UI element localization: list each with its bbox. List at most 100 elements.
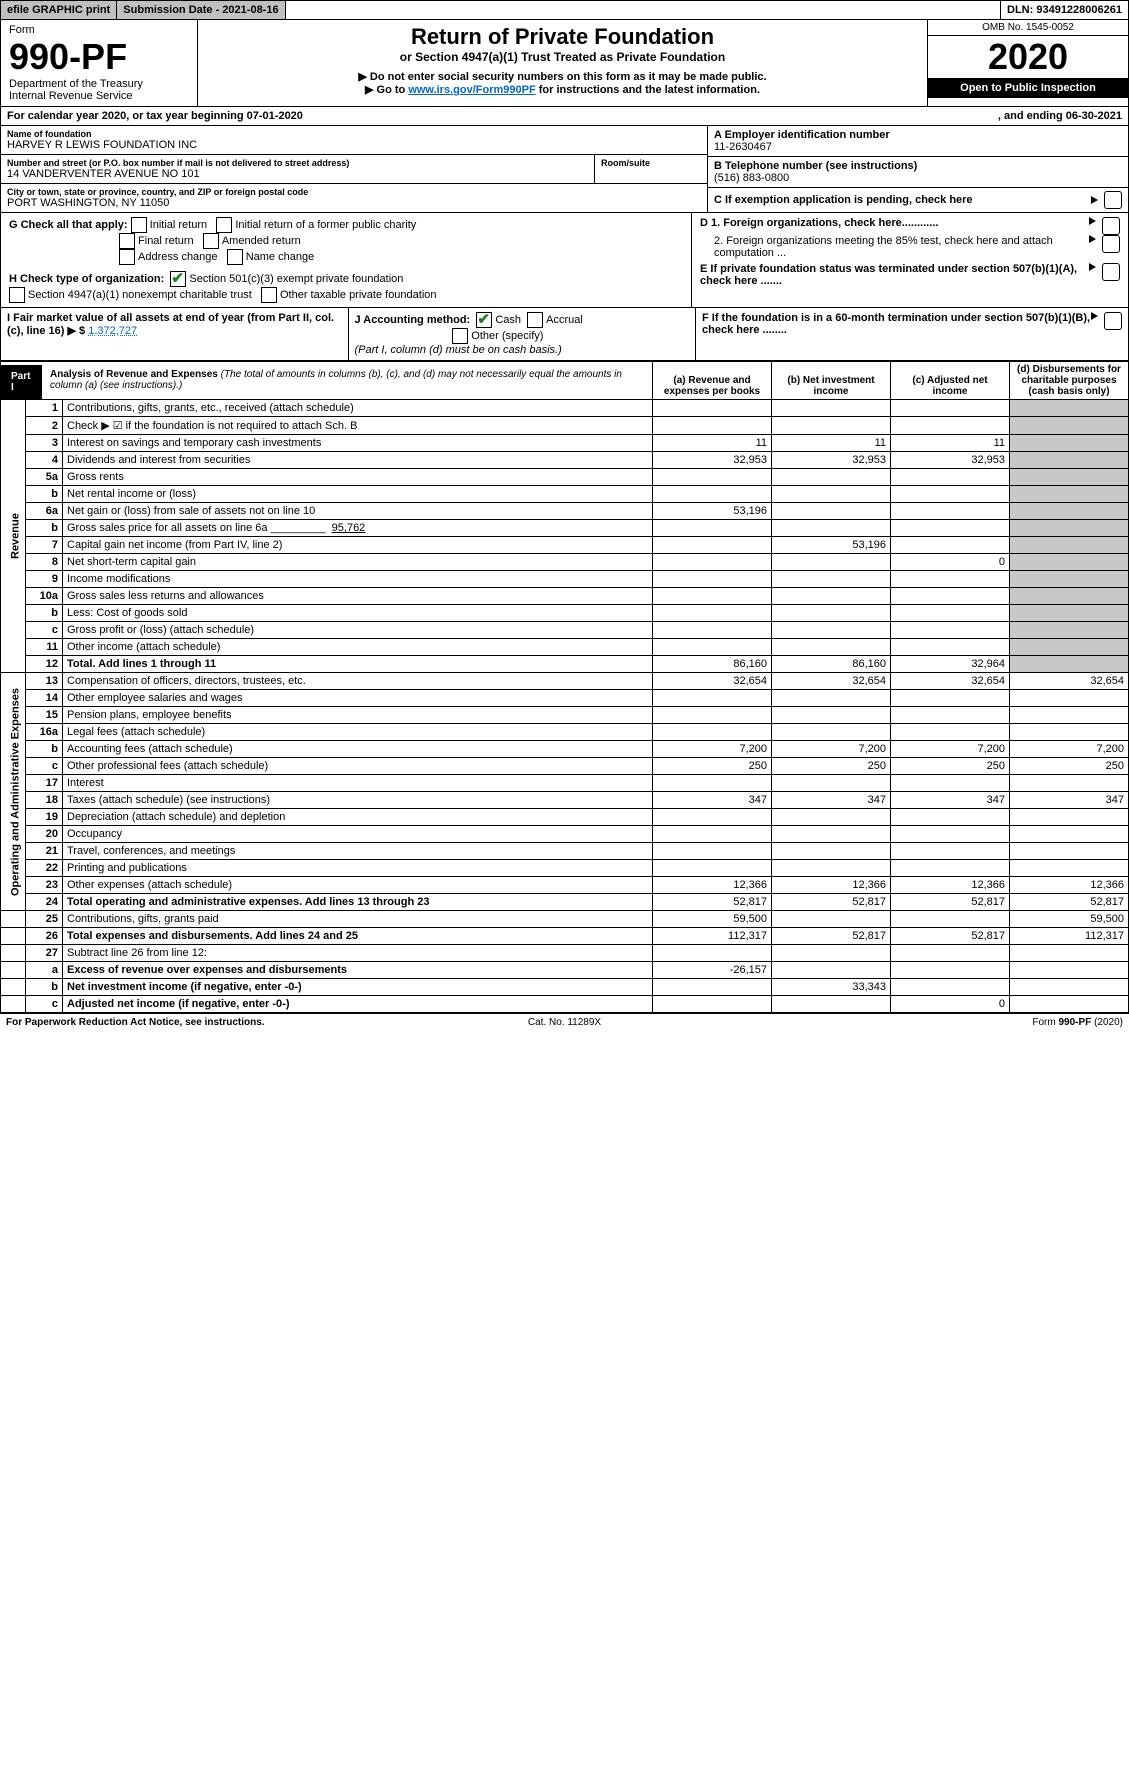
paperwork-notice: For Paperwork Reduction Act Notice, see …	[6, 1017, 378, 1028]
line-desc: Other income (attach schedule)	[63, 639, 653, 656]
cell	[1010, 860, 1129, 877]
cell	[772, 486, 891, 503]
cell	[891, 417, 1010, 435]
final-return-checkbox[interactable]	[119, 233, 135, 249]
cell	[653, 400, 772, 417]
d2-checkbox[interactable]	[1102, 235, 1120, 253]
e-row: E If private foundation status was termi…	[700, 263, 1120, 287]
amended-checkbox[interactable]	[203, 233, 219, 249]
line-desc: Total operating and administrative expen…	[63, 894, 653, 911]
name-change-checkbox[interactable]	[227, 249, 243, 265]
cell	[772, 503, 891, 520]
line-desc: Taxes (attach schedule) (see instruction…	[63, 792, 653, 809]
cell: 7,200	[772, 741, 891, 758]
table-row: Operating and Administrative Expenses13C…	[1, 673, 1129, 690]
line-desc: Accounting fees (attach schedule)	[63, 741, 653, 758]
table-row: 19Depreciation (attach schedule) and dep…	[1, 809, 1129, 826]
form-title: Return of Private Foundation	[206, 24, 919, 50]
cell	[653, 724, 772, 741]
e-checkbox[interactable]	[1102, 263, 1120, 281]
cell	[772, 911, 891, 928]
cell	[1010, 605, 1129, 622]
other-tax-checkbox[interactable]	[261, 287, 277, 303]
cell	[1010, 707, 1129, 724]
line-desc: Compensation of officers, directors, tru…	[63, 673, 653, 690]
ij-block: I Fair market value of all assets at end…	[0, 308, 1129, 361]
table-row: cOther professional fees (attach schedul…	[1, 758, 1129, 775]
c-label: C If exemption application is pending, c…	[714, 194, 1091, 206]
cash-label: Cash	[495, 314, 521, 326]
cell	[1010, 826, 1129, 843]
street: 14 VANDERVENTER AVENUE NO 101	[7, 168, 588, 180]
cell	[653, 775, 772, 792]
table-row: 6aNet gain or (loss) from sale of assets…	[1, 503, 1129, 520]
table-row: 27Subtract line 26 from line 12:	[1, 945, 1129, 962]
line-desc: Gross profit or (loss) (attach schedule)	[63, 622, 653, 639]
expenses-side-label: Operating and Administrative Expenses	[1, 673, 26, 911]
line-number: 23	[26, 877, 63, 894]
s501-checkbox[interactable]	[170, 271, 186, 287]
table-row: cAdjusted net income (if negative, enter…	[1, 996, 1129, 1013]
line-number: b	[26, 605, 63, 622]
foundation-name-row: Name of foundation HARVEY R LEWIS FOUNDA…	[1, 126, 707, 155]
d2-row: 2. Foreign organizations meeting the 85%…	[700, 235, 1120, 259]
table-row: cGross profit or (loss) (attach schedule…	[1, 622, 1129, 639]
initial-return-checkbox[interactable]	[131, 217, 147, 233]
initial-pub-checkbox[interactable]	[216, 217, 232, 233]
arrow-icon	[1091, 312, 1098, 320]
cell	[1010, 962, 1129, 979]
line-desc: Depreciation (attach schedule) and deple…	[63, 809, 653, 826]
amended-label: Amended return	[222, 235, 301, 247]
cell: 7,200	[1010, 741, 1129, 758]
arrow-icon	[1089, 263, 1096, 271]
cell	[1010, 520, 1129, 537]
f-checkbox[interactable]	[1104, 312, 1122, 330]
line-number: 25	[26, 911, 63, 928]
accrual-checkbox[interactable]	[527, 312, 543, 328]
line-number: 15	[26, 707, 63, 724]
address-row: Number and street (or P.O. box number if…	[1, 155, 707, 184]
col-a-header: (a) Revenue and expenses per books	[653, 362, 772, 400]
pad	[1, 962, 26, 979]
line-number: c	[26, 622, 63, 639]
cash-checkbox[interactable]	[476, 312, 492, 328]
cell: 12,366	[653, 877, 772, 894]
d1-checkbox[interactable]	[1102, 217, 1120, 235]
cell	[1010, 996, 1129, 1013]
s4947-checkbox[interactable]	[9, 287, 25, 303]
cell: 250	[1010, 758, 1129, 775]
form-subtitle: or Section 4947(a)(1) Trust Treated as P…	[206, 50, 919, 64]
line-desc: Other employee salaries and wages	[63, 690, 653, 707]
c-checkbox[interactable]	[1104, 191, 1122, 209]
line-number: 6a	[26, 503, 63, 520]
table-row: 16aLegal fees (attach schedule)	[1, 724, 1129, 741]
cell: 32,953	[891, 452, 1010, 469]
street-cell: Number and street (or P.O. box number if…	[1, 155, 595, 183]
table-row: bNet rental income or (loss)	[1, 486, 1129, 503]
line-number: 11	[26, 639, 63, 656]
cell: 347	[891, 792, 1010, 809]
cell: 347	[653, 792, 772, 809]
submission-date: Submission Date - 2021-08-16	[117, 1, 285, 19]
checks-block: G Check all that apply: Initial return I…	[0, 213, 1129, 308]
f-label: F If the foundation is in a 60-month ter…	[702, 312, 1091, 336]
accrual-label: Accrual	[546, 314, 583, 326]
addr-change-checkbox[interactable]	[119, 249, 135, 265]
table-row: bGross sales price for all assets on lin…	[1, 520, 1129, 537]
line-desc: Contributions, gifts, grants paid	[63, 911, 653, 928]
cell	[772, 400, 891, 417]
line-number: 21	[26, 843, 63, 860]
cell	[653, 469, 772, 486]
instructions-link[interactable]: www.irs.gov/Form990PF	[408, 84, 535, 96]
cell	[1010, 588, 1129, 605]
cell: 52,817	[891, 894, 1010, 911]
line-desc: Interest	[63, 775, 653, 792]
col-c-header: (c) Adjusted net income	[891, 362, 1010, 400]
line-number: 12	[26, 656, 63, 673]
part1-table: Part I Analysis of Revenue and Expenses …	[0, 361, 1129, 1013]
line-number: a	[26, 962, 63, 979]
spacer	[309, 107, 992, 125]
other-method-checkbox[interactable]	[452, 328, 468, 344]
spacer	[286, 1, 1001, 19]
line-desc: Occupancy	[63, 826, 653, 843]
